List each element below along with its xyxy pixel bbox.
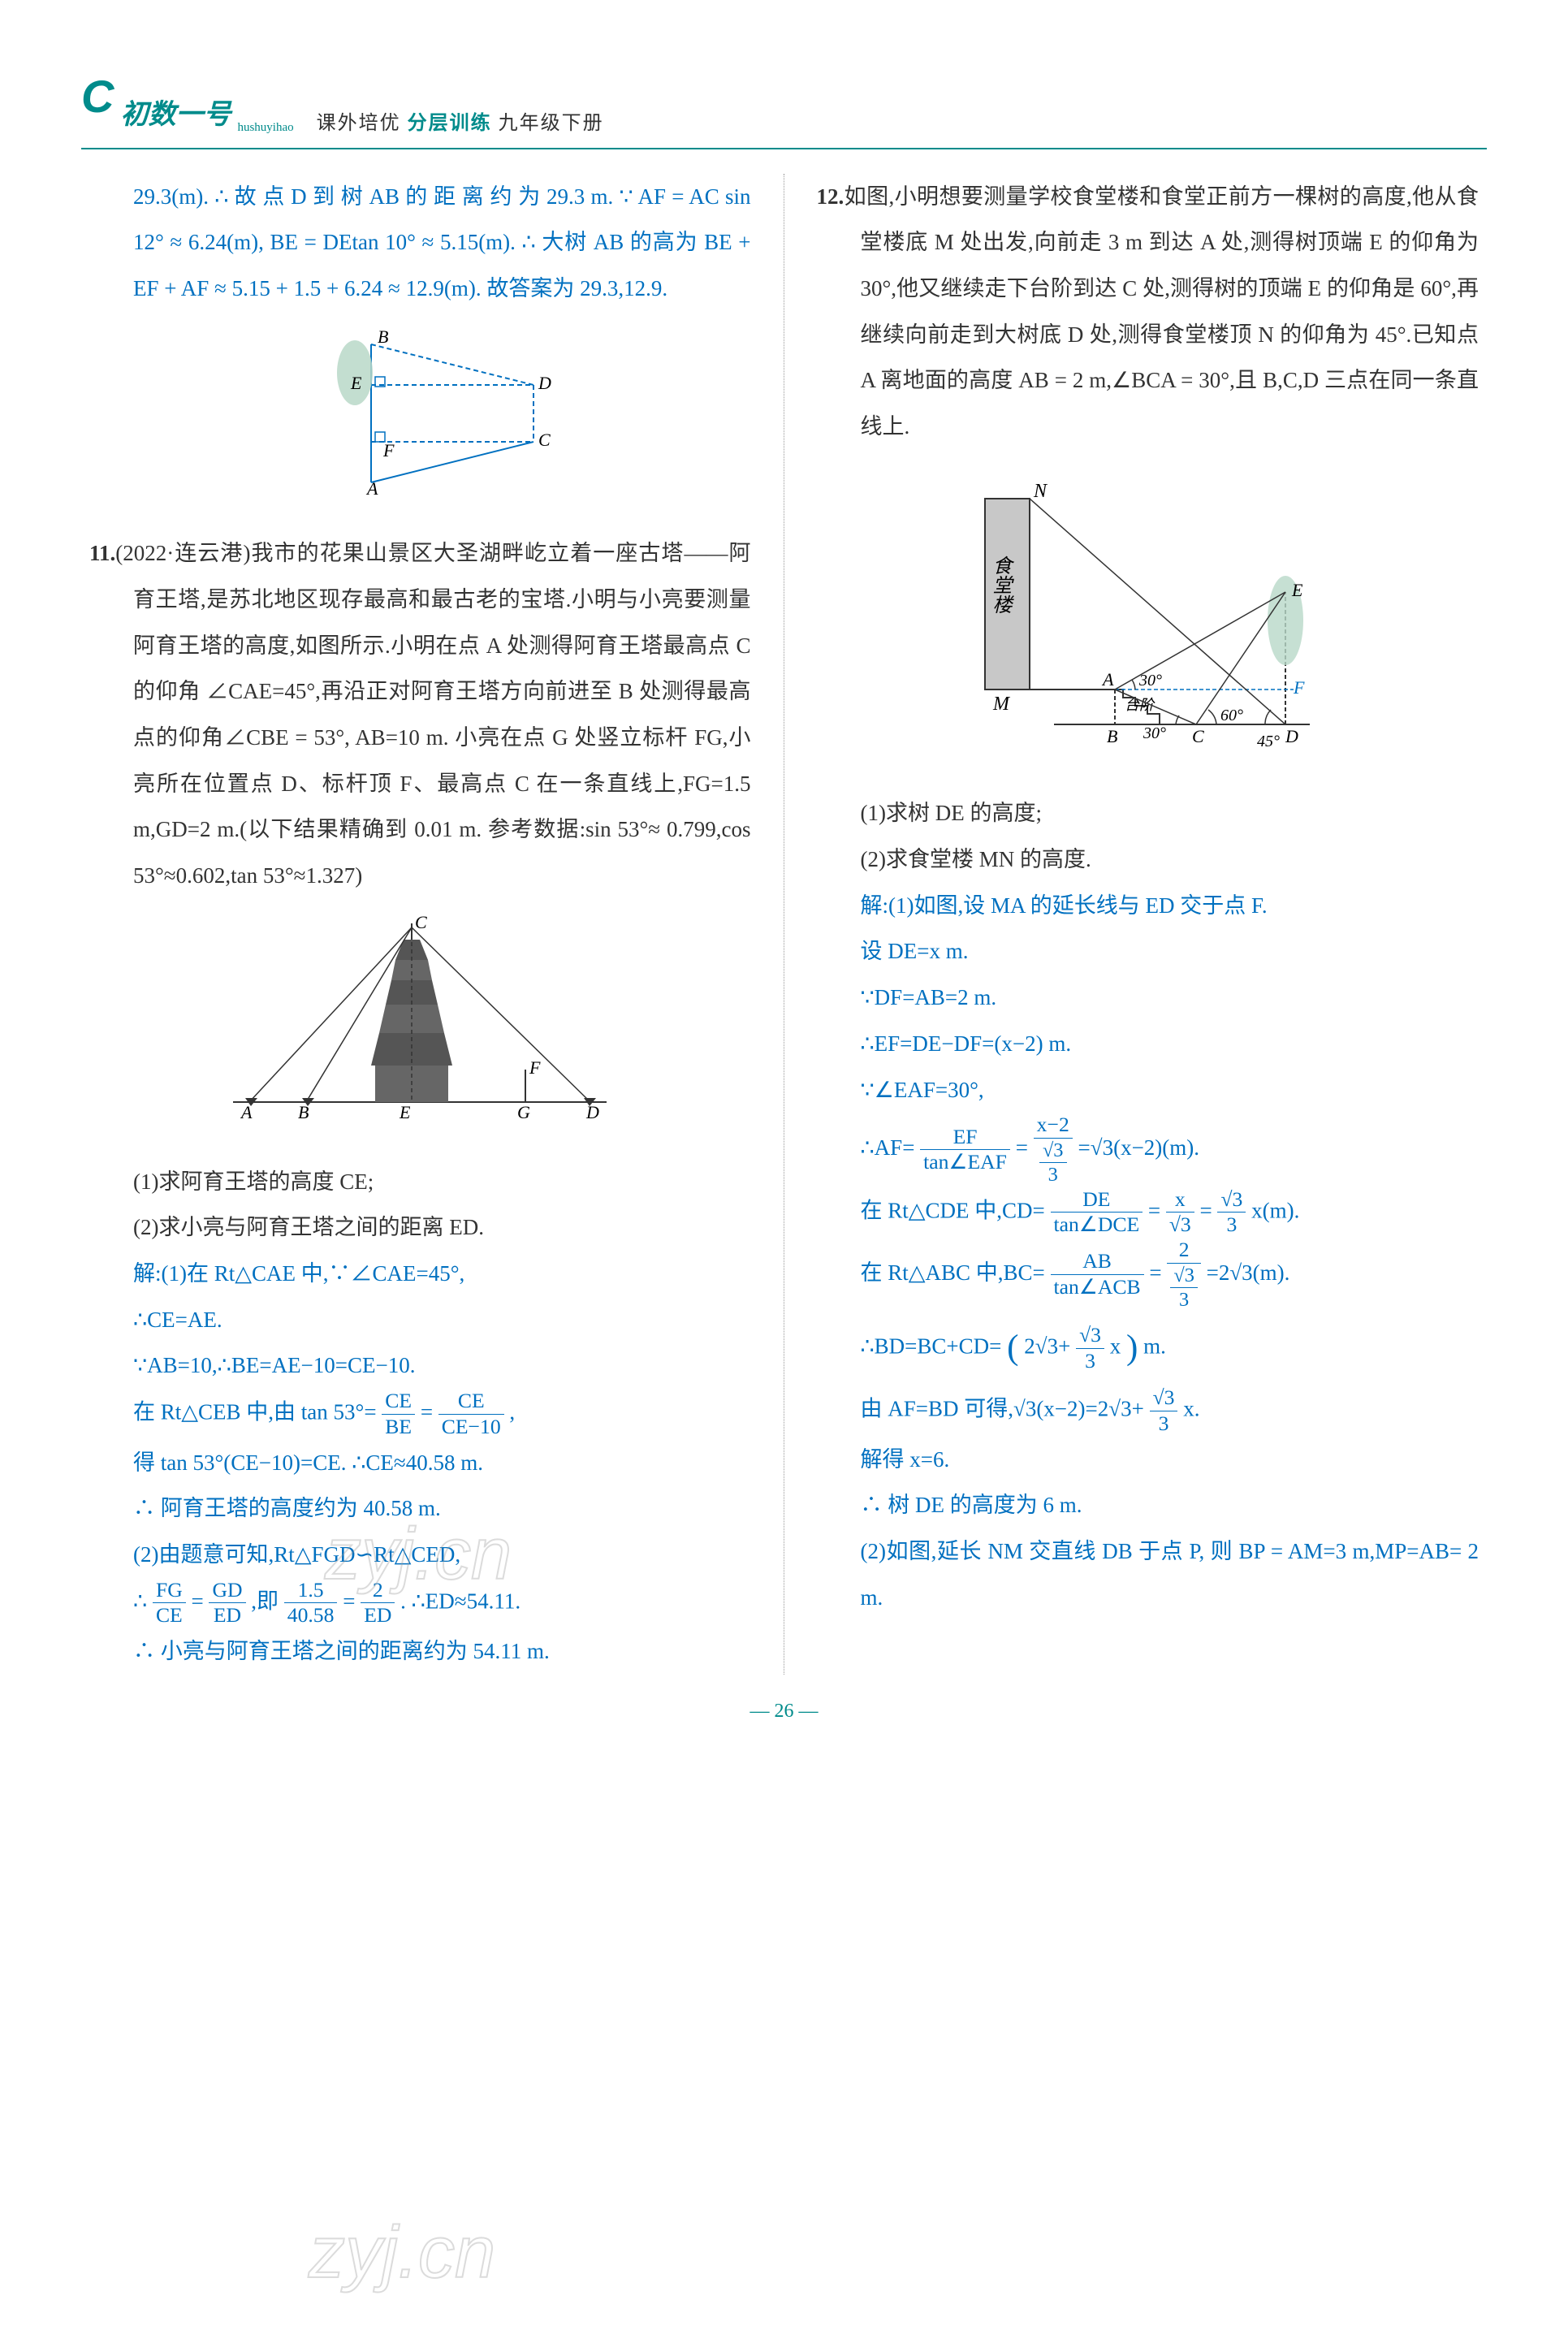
svg-text:A: A bbox=[365, 478, 378, 499]
watermark: zyj.cn bbox=[309, 2177, 495, 2330]
sol12-line: ∴BD=BC+CD= ( 2√3+ √33 x ) m. bbox=[817, 1312, 1479, 1385]
svg-text:C: C bbox=[415, 915, 427, 932]
sol12-line: ∵∠EAF=30°, bbox=[817, 1067, 1479, 1113]
figure-canteen: 食堂楼 N M 台阶 30° bbox=[817, 466, 1479, 775]
svg-text:E: E bbox=[350, 373, 362, 393]
svg-text:A: A bbox=[1101, 669, 1114, 689]
svg-text:D: D bbox=[585, 1102, 599, 1122]
sol11-line: ∵AB=10,∴BE=AE−10=CE−10. bbox=[89, 1342, 751, 1389]
svg-text:E: E bbox=[1291, 580, 1303, 600]
svg-text:M: M bbox=[992, 694, 1011, 715]
sol12-line: 由 AF=BD 可得,√3(x−2)=2√3+ √33 x. bbox=[817, 1385, 1479, 1437]
sol12-line: ∴ 树 DE 的高度为 6 m. bbox=[817, 1482, 1479, 1528]
sol11-line: ∴ FGCE = GDED ,即 1.540.58 = 2ED . ∴ED≈54… bbox=[89, 1578, 751, 1629]
svg-text:C: C bbox=[538, 430, 551, 450]
svg-text:N: N bbox=[1033, 481, 1048, 502]
sol11-line: 在 Rt△CEB 中,由 tan 53°= CEBE = CECE−10 , bbox=[89, 1389, 751, 1440]
sol12-line: 解:(1)如图,设 MA 的延长线与 ED 交于点 F. bbox=[817, 883, 1479, 929]
sol11-line: ∴CE=AE. bbox=[89, 1297, 751, 1343]
q11-number: 11. bbox=[89, 541, 115, 565]
solution-continuation: 29.3(m). ∴ 故 点 D 到 树 AB 的 距 离 约 为 29.3 m… bbox=[89, 174, 751, 312]
page-header: C 初数一号 hushuyihao 课外培优 分层训练 九年级下册 bbox=[81, 49, 1487, 149]
question-12: 12.如图,小明想要测量学校食堂楼和食堂正前方一棵树的高度,他从食堂楼底 M 处… bbox=[817, 174, 1479, 450]
svg-text:B: B bbox=[298, 1102, 309, 1122]
figure-tree-diagram: A B C D E F bbox=[89, 328, 751, 515]
sol12-line: ∴EF=DE−DF=(x−2) m. bbox=[817, 1021, 1479, 1067]
sol12-line: ∴AF= EFtan∠EAF = x−2 √33 =√3(x−2)(m). bbox=[817, 1113, 1479, 1187]
sol12-line: (2)如图,延长 NM 交直线 DB 于点 P, 则 BP = AM=3 m,M… bbox=[817, 1528, 1479, 1620]
sol12-line: 设 DE=x m. bbox=[817, 928, 1479, 975]
svg-text:G: G bbox=[517, 1102, 530, 1122]
q12-part2: (2)求食堂楼 MN 的高度. bbox=[817, 836, 1479, 883]
q12-number: 12. bbox=[817, 184, 844, 209]
svg-text:B: B bbox=[1107, 726, 1117, 746]
svg-text:F: F bbox=[1293, 677, 1305, 698]
header-subtitle: 课外培优 分层训练 九年级下册 bbox=[317, 103, 604, 144]
right-column: 12.如图,小明想要测量学校食堂楼和食堂正前方一棵树的高度,他从食堂楼底 M 处… bbox=[784, 174, 1488, 1675]
sol11-line: ∴ 小亮与阿育王塔之间的距离约为 54.11 m. bbox=[89, 1628, 751, 1675]
svg-text:A: A bbox=[240, 1102, 253, 1122]
logo-pinyin: hushuyihao bbox=[237, 115, 293, 141]
svg-text:F: F bbox=[382, 440, 395, 460]
sol11-line: (2)由题意可知,Rt△FGD∽Rt△CED, bbox=[89, 1532, 751, 1578]
question-11: 11.(2022·连云港)我市的花果山景区大圣湖畔屹立着一座古塔——阿育王塔,是… bbox=[89, 530, 751, 899]
svg-text:E: E bbox=[399, 1102, 411, 1122]
svg-text:B: B bbox=[378, 328, 388, 347]
svg-text:60°: 60° bbox=[1220, 707, 1243, 724]
page-number: — 26 — bbox=[81, 1691, 1487, 1731]
svg-text:食堂楼: 食堂楼 bbox=[989, 555, 1011, 614]
svg-text:D: D bbox=[1285, 726, 1298, 746]
q11-part2: (2)求小亮与阿育王塔之间的距离 ED. bbox=[89, 1204, 751, 1251]
svg-text:30°: 30° bbox=[1143, 724, 1166, 742]
sol11-line: ∴ 阿育王塔的高度约为 40.58 m. bbox=[89, 1485, 751, 1532]
q12-part1: (1)求树 DE 的高度; bbox=[817, 790, 1479, 836]
svg-text:30°: 30° bbox=[1138, 672, 1162, 689]
figure-pagoda: A B C D E F G bbox=[89, 915, 751, 1143]
svg-text:F: F bbox=[529, 1057, 541, 1078]
left-column: 29.3(m). ∴ 故 点 D 到 树 AB 的 距 离 约 为 29.3 m… bbox=[81, 174, 784, 1675]
sol11-line: 得 tan 53°(CE−10)=CE. ∴CE≈40.58 m. bbox=[89, 1440, 751, 1486]
sol12-line: 在 Rt△CDE 中,CD= DEtan∠DCE = x√3 = √33 x(m… bbox=[817, 1187, 1479, 1238]
sol12-line: 解得 x=6. bbox=[817, 1437, 1479, 1483]
q11-part1: (1)求阿育王塔的高度 CE; bbox=[89, 1159, 751, 1205]
svg-text:45°: 45° bbox=[1257, 733, 1280, 750]
logo-text: 初数一号 bbox=[120, 86, 231, 144]
logo-letter: C bbox=[81, 49, 114, 145]
svg-text:C: C bbox=[1192, 726, 1204, 746]
sol11-line: 解:(1)在 Rt△CAE 中,∵∠CAE=45°, bbox=[89, 1251, 751, 1297]
sol12-line: ∵DF=AB=2 m. bbox=[817, 975, 1479, 1021]
svg-text:D: D bbox=[538, 373, 551, 393]
sol12-line: 在 Rt△ABC 中,BC= ABtan∠ACB = 2 √33 =2√3(m)… bbox=[817, 1238, 1479, 1312]
